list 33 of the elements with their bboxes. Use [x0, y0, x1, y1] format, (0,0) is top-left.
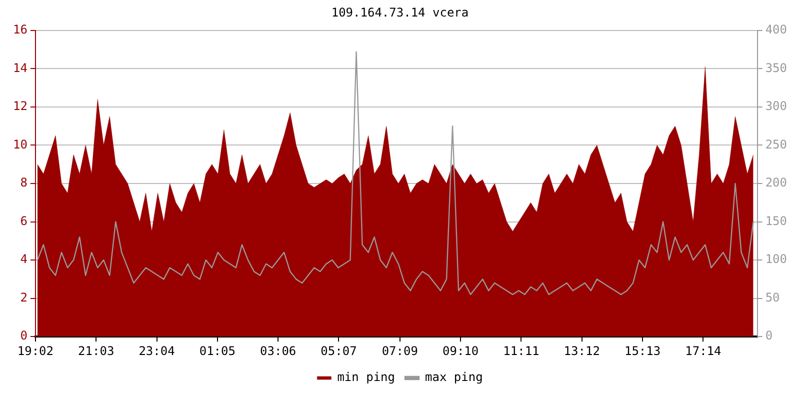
- y2-tick-label: 50: [765, 290, 780, 304]
- y2-tick-label: 350: [765, 60, 788, 75]
- x-tick-label: 15:13: [624, 344, 661, 358]
- x-tick-label: 21:03: [78, 344, 114, 358]
- y-tick-label: 6: [20, 214, 28, 228]
- x-tick-label: 09:10: [442, 344, 479, 358]
- y2-tick-label: 0: [765, 328, 773, 343]
- y-tick-label: 0: [20, 328, 28, 343]
- y2-tick-label: 250: [765, 137, 788, 152]
- y-tick-label: 8: [20, 176, 28, 190]
- x-tick-label: 03:06: [260, 344, 296, 358]
- x-tick-label: 13:12: [564, 344, 600, 358]
- legend-label: min ping: [337, 370, 395, 384]
- y-tick-label: 10: [12, 137, 28, 152]
- y-tick-label: 4: [20, 252, 28, 266]
- y2-tick-label: 400: [765, 22, 788, 37]
- x-tick-label: 01:05: [199, 344, 236, 358]
- x-tick-label: 11:11: [503, 344, 540, 358]
- y-tick-label: 16: [12, 22, 28, 37]
- y-tick-label: 14: [12, 60, 28, 75]
- y2-tick-label: 200: [765, 176, 788, 190]
- x-tick-label: 05:07: [320, 344, 357, 358]
- x-tick-label: 17:14: [685, 344, 722, 358]
- y2-tick-label: 150: [765, 214, 788, 228]
- x-tick-label: 19:02: [17, 344, 54, 358]
- y2-tick-label: 100: [765, 252, 788, 266]
- legend-label: max ping: [425, 370, 483, 384]
- chart-title: 109.164.73.14 vcera: [331, 5, 469, 20]
- x-tick-label: 23:04: [138, 344, 175, 358]
- x-tick-label: 07:09: [382, 344, 418, 358]
- y-tick-label: 12: [12, 99, 28, 114]
- y-tick-label: 2: [20, 290, 28, 304]
- y2-tick-label: 300: [765, 99, 788, 114]
